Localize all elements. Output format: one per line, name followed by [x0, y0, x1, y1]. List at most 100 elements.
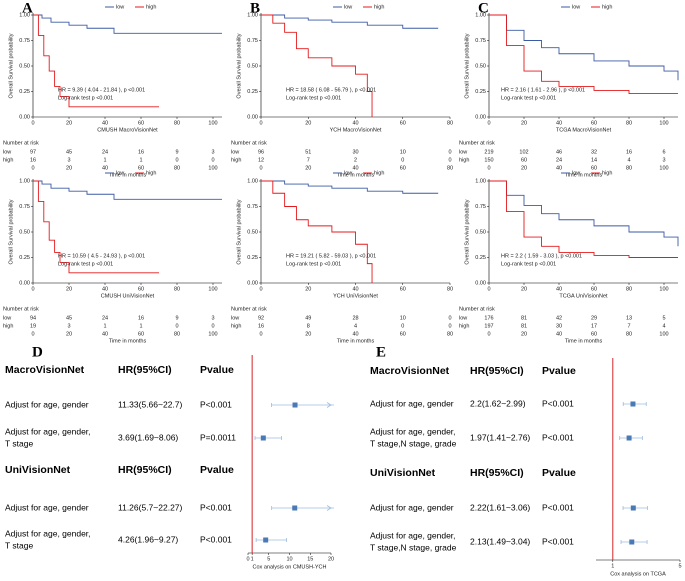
risk-time-label: 80: [626, 165, 632, 171]
survival-curve: [33, 180, 159, 274]
column-header: Pvalue: [200, 464, 234, 476]
p-text: P<0.001: [200, 399, 232, 409]
risk-row-label: low: [459, 149, 467, 155]
hr-text: 2.2(1.62~2.99): [470, 398, 526, 408]
x-tick-label: 100: [208, 286, 217, 292]
risk-row-label: high: [3, 323, 13, 329]
risk-time-label: 20: [66, 331, 72, 337]
risk-count: 6: [662, 149, 665, 155]
y-tick-label: 0.00: [19, 280, 30, 286]
risk-count: 42: [556, 315, 562, 321]
risk-time-label: 60: [400, 165, 406, 171]
risk-row-label: low: [231, 315, 239, 321]
column-header: MacroVisionNet: [5, 364, 85, 376]
column-header: HR(95%CI): [118, 464, 172, 476]
risk-count: 16: [30, 157, 36, 163]
risk-count: 0: [448, 315, 451, 321]
hr-text: 3.69(1.69~8.06): [118, 432, 178, 442]
hr-point: [626, 435, 632, 441]
row-label: Adjust for age, gender: [370, 398, 454, 408]
risk-count: 102: [519, 149, 528, 155]
risk-time-label: 60: [591, 331, 597, 337]
risk-time-label: 80: [626, 331, 632, 337]
y-tick-label: 0.50: [19, 63, 30, 69]
y-tick-label: 1.00: [19, 178, 30, 184]
p-text: P<0.001: [542, 432, 574, 442]
hr-annotation: HR = 2.2 ( 1.59 - 3.03 ), p <0.001: [501, 253, 582, 259]
column-header: Pvalue: [542, 467, 576, 479]
logrank-annotation: Log-rank test p <0.001: [286, 95, 341, 101]
x-tick-label: 40: [102, 286, 108, 292]
row-label: Adjust for age, gender,: [370, 426, 456, 436]
risk-count: 14: [591, 157, 597, 163]
risk-x-label: Time in months: [109, 338, 147, 344]
ci-arrow: [326, 505, 332, 511]
y-tick-label: 0.00: [475, 114, 486, 120]
risk-count: 29: [591, 315, 597, 321]
risk-time-label: 0: [31, 331, 34, 337]
column-header: HR(95%CI): [470, 365, 524, 377]
risk-count: 17: [591, 323, 597, 329]
y-tick-label: 0.00: [247, 280, 258, 286]
y-tick-label: 0.75: [475, 38, 486, 44]
legend-label: low: [344, 4, 352, 10]
row-label: Adjust for age, gender: [5, 502, 89, 512]
risk-x-label: Time in months: [565, 172, 603, 178]
risk-time-label: 100: [208, 331, 217, 337]
risk-time-label: 100: [659, 331, 668, 337]
risk-count: 5: [662, 315, 665, 321]
panel-label: C: [478, 0, 489, 16]
risk-title: Number at risk: [231, 140, 267, 146]
risk-count: 3: [67, 323, 70, 329]
y-tick-label: 1.00: [247, 178, 258, 184]
risk-time-label: 80: [174, 331, 180, 337]
risk-time-label: 60: [138, 331, 144, 337]
risk-count: 0: [175, 323, 178, 329]
y-tick-label: 0.25: [247, 89, 258, 95]
x-tick-label: 0: [259, 120, 262, 126]
risk-count: 3: [662, 157, 665, 163]
x-axis-label: CMUSH UniVisionNet: [101, 293, 155, 299]
risk-count: 16: [626, 149, 632, 155]
hr-text: 11.33(5.66~22.7): [118, 399, 183, 409]
risk-time-label: 20: [521, 331, 527, 337]
p-text: P=0.0011: [200, 432, 236, 442]
logrank-annotation: Log-rank test p <0.001: [501, 95, 556, 101]
risk-time-label: 80: [447, 165, 453, 171]
risk-count: 30: [556, 323, 562, 329]
y-axis-label: Overall Survival probability: [464, 33, 470, 98]
x-tick-label: 100: [659, 286, 668, 292]
x-axis-label: CMUSH MacroVisionNet: [97, 127, 158, 133]
risk-row-label: high: [459, 323, 469, 329]
hr-annotation: HR = 18.58 ( 6.08 - 56.79 ), p <0.001: [286, 87, 376, 93]
y-tick-label: 0.25: [247, 255, 258, 261]
column-header: HR(95%CI): [470, 467, 524, 479]
x-tick-label: 1: [611, 563, 614, 569]
risk-count: 13: [626, 315, 632, 321]
x-axis-label: YCH MacroVisionNet: [330, 127, 382, 133]
panel-label: B: [250, 0, 260, 16]
y-tick-label: 0.00: [19, 114, 30, 120]
y-tick-label: 0.75: [19, 38, 30, 44]
y-tick-label: 0.00: [247, 114, 258, 120]
p-text: P<0.001: [200, 534, 232, 544]
legend-label: high: [602, 170, 612, 176]
risk-count: 81: [521, 315, 527, 321]
hr-point: [263, 537, 269, 543]
row-label: T stage,N stage, grade: [370, 438, 457, 448]
risk-row-label: low: [231, 149, 239, 155]
survival-curve: [33, 14, 222, 34]
survival-curve: [489, 180, 679, 247]
x-tick-label: 0: [487, 120, 490, 126]
risk-count: 45: [66, 149, 72, 155]
x-tick-label: 80: [447, 120, 453, 126]
x-tick-label: 40: [556, 120, 562, 126]
risk-count: 16: [138, 149, 144, 155]
risk-title: Number at risk: [459, 140, 495, 146]
legend-label: low: [116, 170, 124, 176]
legend-label: low: [572, 170, 580, 176]
risk-time-label: 40: [102, 165, 108, 171]
x-tick-label: 10: [286, 556, 292, 562]
column-header: UniVisionNet: [370, 467, 436, 479]
column-header: Pvalue: [200, 364, 234, 376]
